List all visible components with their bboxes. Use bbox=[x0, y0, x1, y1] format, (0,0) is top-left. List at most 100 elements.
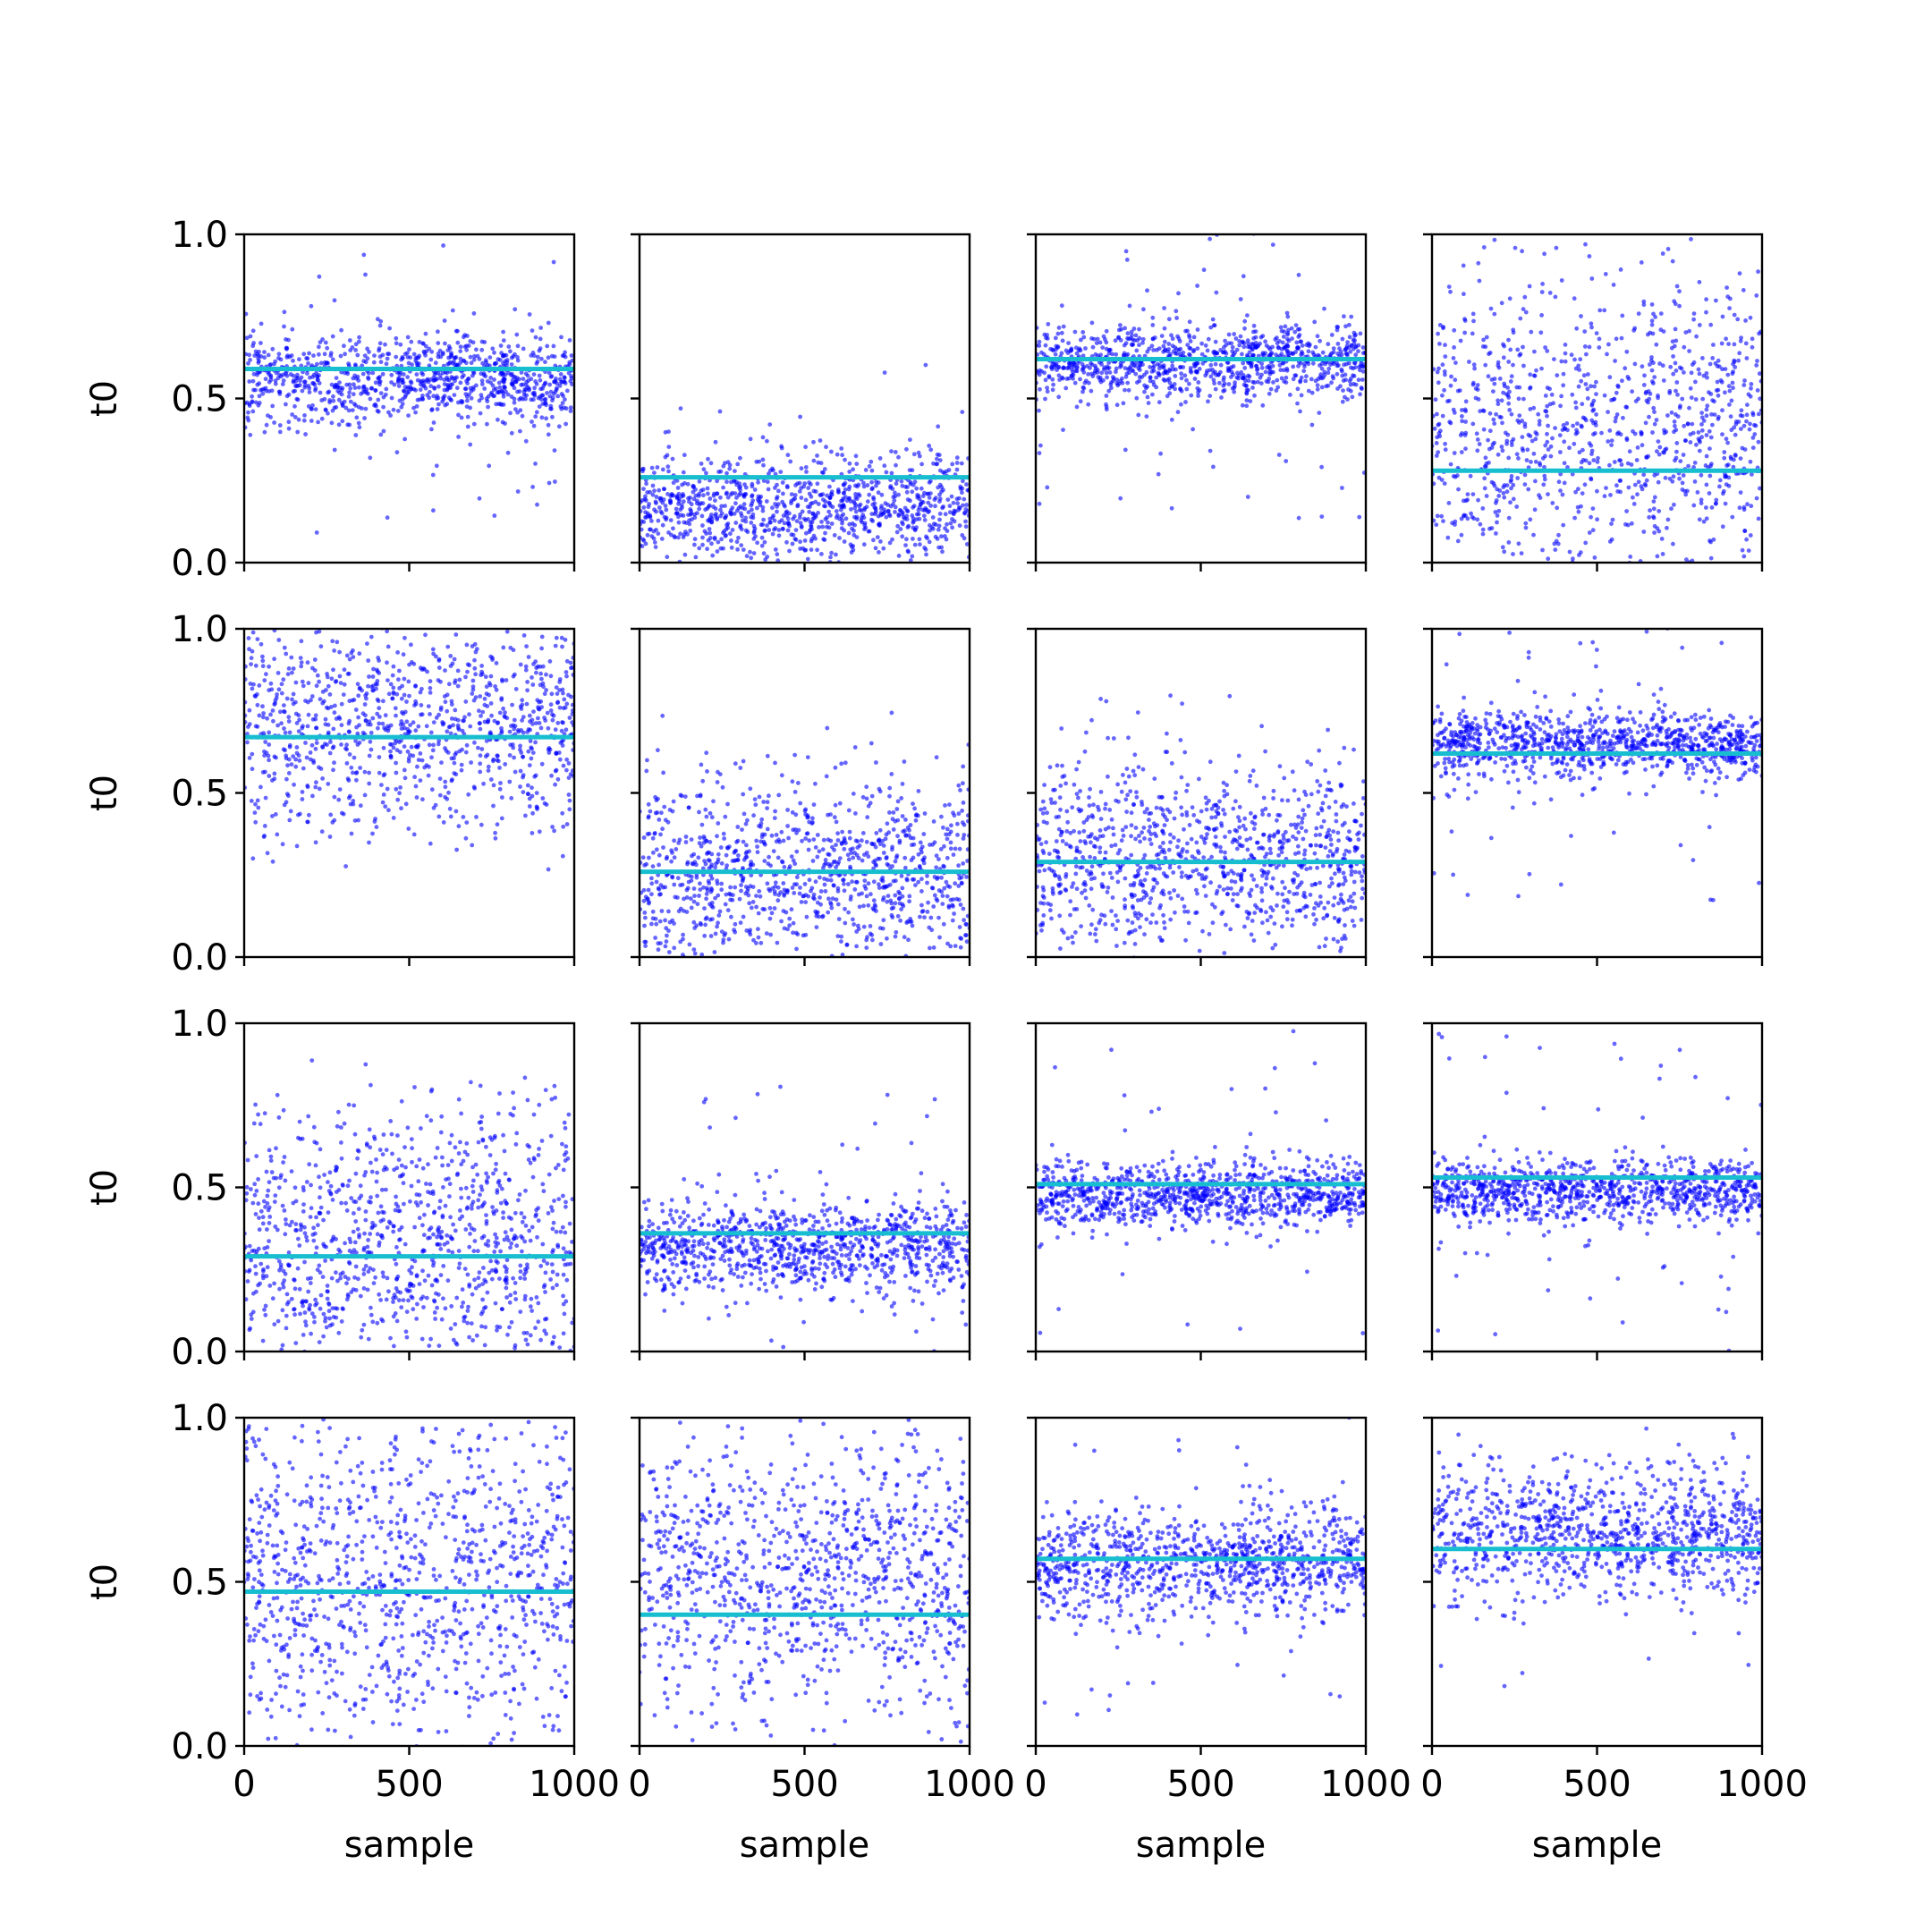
scatter-point bbox=[1553, 426, 1557, 430]
scatter-point bbox=[389, 380, 394, 385]
scatter-point bbox=[729, 538, 733, 543]
scatter-point bbox=[453, 752, 458, 758]
scatter-point bbox=[1115, 383, 1121, 388]
scatter-point bbox=[360, 688, 364, 693]
scatter-point bbox=[1629, 462, 1634, 467]
scatter-point bbox=[1446, 501, 1452, 505]
scatter-point bbox=[419, 667, 425, 672]
scatter-point bbox=[530, 722, 535, 726]
scatter-point bbox=[1569, 352, 1574, 358]
scatter-point bbox=[443, 668, 447, 673]
scatter-point bbox=[1548, 453, 1554, 459]
scatter-point bbox=[808, 520, 813, 525]
scatter-point bbox=[1289, 326, 1294, 331]
scatter-point bbox=[643, 510, 648, 515]
scatter-point bbox=[562, 405, 566, 411]
scatter-point bbox=[337, 380, 342, 386]
scatter-point bbox=[1195, 346, 1200, 351]
scatter-point bbox=[525, 680, 530, 684]
scatter-point bbox=[347, 752, 352, 757]
scatter-point bbox=[1553, 547, 1558, 552]
scatter-point bbox=[288, 809, 293, 814]
scatter-point bbox=[402, 744, 407, 749]
scatter-point bbox=[530, 750, 536, 755]
scatter-point bbox=[291, 754, 296, 758]
scatter-point bbox=[311, 353, 316, 358]
scatter-point bbox=[791, 516, 795, 521]
scatter-point bbox=[396, 377, 402, 382]
scatter-point bbox=[1504, 392, 1509, 397]
scatter-point bbox=[1263, 369, 1268, 375]
scatter-point bbox=[462, 373, 466, 378]
scatter-point bbox=[963, 524, 969, 530]
scatter-point bbox=[739, 513, 744, 519]
scatter-point bbox=[389, 372, 394, 377]
scatter-point bbox=[1657, 452, 1662, 457]
scatter-point bbox=[501, 645, 506, 650]
scatter-point bbox=[888, 504, 894, 509]
scatter-point bbox=[1309, 390, 1315, 395]
panel-r0-c3 bbox=[1423, 233, 1764, 572]
scatter-point bbox=[1691, 503, 1697, 508]
scatter-point bbox=[853, 492, 858, 496]
scatter-point bbox=[339, 810, 344, 816]
scatter-point bbox=[1462, 407, 1468, 412]
scatter-point bbox=[806, 486, 811, 490]
scatter-point bbox=[406, 679, 411, 684]
scatter-point bbox=[715, 479, 719, 484]
scatter-point bbox=[725, 521, 731, 526]
scatter-point bbox=[1495, 520, 1499, 525]
scatter-point bbox=[1298, 409, 1302, 414]
scatter-point bbox=[485, 399, 490, 403]
scatter-point bbox=[377, 382, 382, 387]
scatter-point bbox=[405, 726, 411, 732]
scatter-point bbox=[394, 786, 399, 792]
scatter-point bbox=[464, 820, 470, 825]
scatter-point bbox=[267, 774, 272, 778]
scatter-point bbox=[463, 360, 469, 366]
scatter-point bbox=[490, 656, 495, 660]
scatter-point bbox=[1310, 350, 1316, 355]
scatter-point bbox=[651, 536, 657, 541]
scatter-point bbox=[270, 346, 275, 352]
scatter-point bbox=[1672, 502, 1676, 507]
scatter-point bbox=[744, 554, 750, 559]
scatter-point bbox=[1594, 412, 1598, 417]
scatter-point bbox=[347, 338, 352, 343]
scatter-point bbox=[319, 829, 325, 835]
scatter-point bbox=[1162, 306, 1166, 310]
scatter-point bbox=[1680, 396, 1685, 402]
scatter-point bbox=[258, 321, 264, 326]
scatter-point bbox=[1299, 393, 1304, 398]
scatter-point bbox=[1211, 464, 1216, 470]
scatter-point bbox=[1496, 360, 1501, 365]
scatter-point bbox=[510, 381, 515, 386]
scatter-point bbox=[507, 753, 513, 758]
scatter-point bbox=[375, 711, 380, 716]
scatter-point bbox=[1652, 530, 1657, 535]
scatter-point bbox=[1165, 370, 1170, 376]
scatter-point bbox=[1609, 443, 1614, 447]
scatter-point bbox=[503, 710, 507, 715]
scatter-point bbox=[797, 515, 802, 521]
scatter-point bbox=[928, 528, 932, 533]
scatter-point bbox=[1463, 430, 1469, 436]
scatter-point bbox=[1608, 493, 1613, 497]
scatter-point bbox=[1221, 345, 1226, 350]
scatter-point bbox=[479, 371, 484, 377]
scatter-point bbox=[454, 386, 460, 391]
scatter-point bbox=[1499, 445, 1504, 449]
scatter-point bbox=[933, 504, 937, 509]
scatter-point bbox=[402, 436, 407, 442]
scatter-point bbox=[1542, 473, 1547, 479]
scatter-point bbox=[1080, 330, 1086, 335]
scatter-point bbox=[1657, 529, 1662, 534]
scatter-point bbox=[525, 688, 530, 693]
scatter-point bbox=[736, 535, 741, 540]
scatter-point bbox=[1281, 335, 1286, 339]
scatter-point bbox=[518, 747, 522, 752]
scatter-point bbox=[521, 754, 525, 759]
scatter-point bbox=[851, 467, 855, 472]
scatter-point bbox=[1612, 460, 1617, 464]
scatter-point bbox=[558, 372, 564, 377]
